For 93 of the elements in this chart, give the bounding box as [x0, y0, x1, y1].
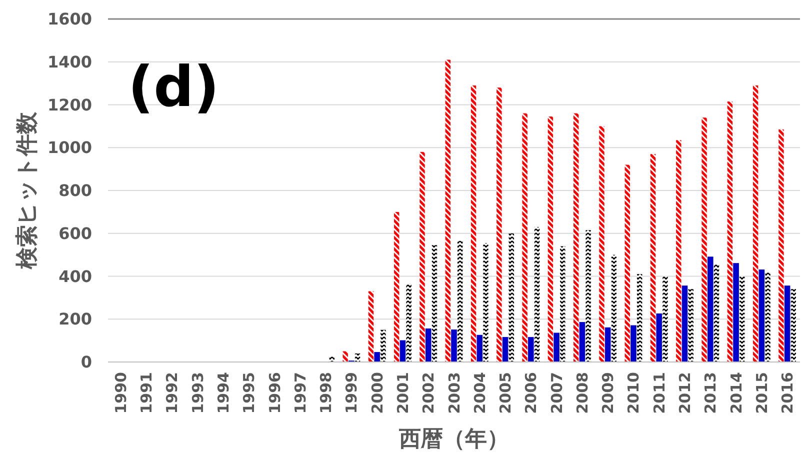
bar: [554, 332, 560, 362]
bar: [586, 230, 591, 362]
annotation: (d): [128, 55, 220, 120]
x-tick-label: 2001: [394, 372, 412, 414]
bar: [508, 233, 514, 362]
bar: [573, 113, 579, 362]
x-tick-label: 1994: [214, 372, 232, 414]
x-tick-label: 2005: [496, 372, 515, 414]
x-tick-label: 2011: [650, 372, 668, 414]
x-tick-label: 2004: [470, 372, 489, 414]
bar: [432, 245, 438, 362]
y-tick-label: 1400: [47, 52, 92, 72]
x-tick-label: 2009: [599, 372, 618, 414]
bar: [458, 240, 463, 362]
x-tick-label: 2002: [420, 372, 438, 414]
bar: [502, 337, 508, 362]
bar: [636, 274, 642, 362]
y-tick-label: 600: [58, 224, 92, 243]
bar: [476, 334, 483, 362]
y-axis-title: 検索ヒット件数: [15, 111, 40, 270]
bar: [483, 243, 488, 362]
bar: [420, 152, 425, 362]
x-tick-label: 2012: [676, 372, 694, 414]
bar: [765, 272, 770, 362]
bar: [682, 286, 688, 362]
x-tick-label: 1999: [342, 372, 361, 414]
x-tick-label: 2016: [778, 372, 797, 414]
bar: [406, 284, 412, 362]
y-tick-label: 800: [58, 181, 92, 200]
bar: [758, 270, 765, 362]
bar: [702, 118, 707, 362]
x-tick-label: 2007: [548, 372, 566, 414]
x-tick-label: 2003: [445, 372, 464, 414]
x-axis-title: 西暦（年）: [398, 427, 509, 452]
x-tick-label: 1997: [291, 372, 310, 414]
x-tick-label: 1992: [163, 372, 182, 414]
x-tick-label: 2006: [522, 372, 540, 414]
bar: [733, 263, 739, 362]
bar: [368, 291, 374, 362]
x-tick-label: 1991: [138, 372, 156, 414]
x-tick-label: 1996: [266, 372, 284, 414]
bar: [727, 102, 733, 362]
x-tick-label: 2014: [727, 372, 746, 414]
bar: [374, 352, 380, 362]
bar: [662, 276, 668, 362]
bar: [579, 322, 586, 362]
bar: [534, 226, 540, 362]
x-tick-label: 2015: [752, 372, 771, 414]
bar: [394, 212, 400, 362]
x-tick-label: 1995: [240, 372, 258, 414]
bar: [778, 129, 784, 362]
bar: [354, 353, 360, 362]
bar: [425, 328, 432, 362]
bar: [714, 264, 720, 362]
y-tick-label: 0: [80, 352, 92, 372]
bar: [548, 116, 554, 362]
bar: [650, 154, 656, 362]
bar: [740, 276, 745, 362]
bar: [445, 60, 450, 362]
bar: [528, 337, 534, 362]
bar: [784, 286, 790, 362]
bar: [599, 126, 604, 362]
bar: [611, 254, 617, 362]
y-tick-label: 1000: [47, 138, 92, 158]
bar: [630, 325, 636, 362]
x-tick-label: 2000: [368, 372, 386, 414]
bar: [624, 164, 630, 362]
bar: [329, 356, 335, 362]
x-tick-label: 1993: [188, 372, 207, 414]
bar: [604, 327, 611, 362]
bar: [752, 85, 758, 362]
bar: [380, 330, 386, 362]
bar: [451, 330, 457, 362]
y-tick-label: 400: [58, 266, 92, 286]
bar: [496, 88, 502, 362]
bar: [342, 351, 348, 362]
bar: [688, 289, 694, 362]
bar: [400, 340, 406, 362]
bar: [470, 85, 476, 362]
y-tick-label: 1200: [47, 95, 92, 114]
x-tick-label: 2010: [624, 372, 643, 414]
x-tick-label: 1990: [112, 372, 130, 414]
x-tick-label: 1998: [317, 372, 336, 414]
bar: [707, 256, 714, 362]
bar: [676, 140, 682, 362]
y-tick-label: 200: [58, 310, 92, 329]
y-tick-label: 1600: [47, 10, 92, 29]
bar: [560, 246, 566, 362]
bar: [522, 113, 528, 362]
x-tick-label: 2008: [573, 372, 592, 414]
x-tick-label: 2013: [702, 372, 720, 414]
bar: [790, 289, 796, 362]
bar: [656, 313, 662, 362]
